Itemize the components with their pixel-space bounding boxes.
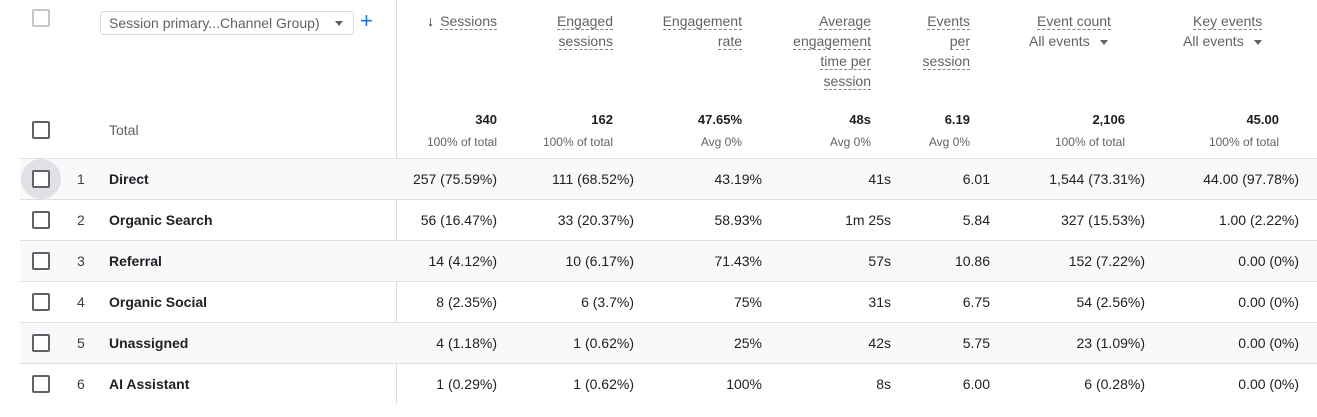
- cell-events-per-session: 6.75: [962, 294, 990, 310]
- row-index: 4: [77, 294, 85, 310]
- row-checkbox[interactable]: [32, 334, 50, 352]
- cell-key-events: 0.00 (0%): [1238, 294, 1299, 310]
- channel-name[interactable]: Organic Social: [109, 294, 208, 310]
- channel-name[interactable]: Direct: [109, 171, 149, 187]
- table-row[interactable]: 1 Direct 257 (75.59%) 111 (68.52%) 43.19…: [20, 158, 1317, 199]
- cell-key-events: 0.00 (0%): [1238, 376, 1299, 392]
- cell-event-count: 327 (15.53%): [1060, 212, 1145, 228]
- table-row[interactable]: 2 Organic Search 56 (16.47%) 33 (20.37%)…: [20, 199, 1317, 240]
- channel-name[interactable]: Organic Search: [109, 212, 213, 228]
- table-row[interactable]: 5 Unassigned 4 (1.18%) 1 (0.62%) 25% 42s…: [20, 322, 1317, 363]
- cell-avg-engagement-time: 8s: [876, 376, 891, 392]
- header-sessions[interactable]: ↓ Sessions: [427, 13, 497, 30]
- header-events-per-session[interactable]: Events per session: [922, 13, 970, 70]
- header-event-count[interactable]: Event count All events: [1029, 13, 1111, 51]
- row-index: 2: [77, 212, 85, 228]
- sort-down-arrow-icon: ↓: [427, 13, 435, 29]
- table-row[interactable]: 4 Organic Social 8 (2.35%) 6 (3.7%) 75% …: [20, 281, 1317, 322]
- row-index: 1: [77, 171, 85, 187]
- cell-sessions: 14 (4.12%): [428, 253, 497, 269]
- row-checkbox[interactable]: [32, 375, 50, 393]
- cell-event-count: 23 (1.09%): [1076, 335, 1145, 351]
- table-row[interactable]: 3 Referral 14 (4.12%) 10 (6.17%) 71.43% …: [20, 240, 1317, 281]
- cell-key-events: 0.00 (0%): [1238, 253, 1299, 269]
- row-index: 3: [77, 253, 85, 269]
- cell-avg-engagement-time: 31s: [868, 294, 891, 310]
- dropdown-caret-icon: [1099, 39, 1108, 45]
- table-row[interactable]: 6 AI Assistant 1 (0.29%) 1 (0.62%) 100% …: [20, 363, 1317, 404]
- total-label: Total: [109, 122, 139, 138]
- cell-event-count: 152 (7.22%): [1068, 253, 1145, 269]
- cell-engaged-sessions: 10 (6.17%): [565, 253, 634, 269]
- cell-event-count: 1,544 (73.31%): [1049, 171, 1145, 187]
- cell-events-per-session: 6.01: [962, 171, 990, 187]
- cell-events-per-session: 5.75: [962, 335, 990, 351]
- cell-event-count: 54 (2.56%): [1076, 294, 1145, 310]
- cell-engagement-rate: 100%: [726, 376, 762, 392]
- cell-engaged-sessions: 6 (3.7%): [581, 294, 634, 310]
- cell-avg-engagement-time: 41s: [868, 171, 891, 187]
- cell-events-per-session: 10.86: [954, 253, 990, 269]
- cell-sessions: 257 (75.59%): [412, 171, 497, 187]
- row-checkbox[interactable]: [32, 252, 50, 270]
- cell-key-events: 44.00 (97.78%): [1203, 171, 1299, 187]
- cell-sessions: 1 (0.29%): [436, 376, 497, 392]
- cell-events-per-session: 5.84: [962, 212, 990, 228]
- cell-avg-engagement-time: 57s: [868, 253, 891, 269]
- cell-sessions: 56 (16.47%): [420, 212, 497, 228]
- cell-engaged-sessions: 1 (0.62%): [573, 376, 634, 392]
- cell-event-count: 6 (0.28%): [1084, 376, 1145, 392]
- column-divider: [396, 0, 397, 404]
- row-index: 6: [77, 376, 85, 392]
- cell-key-events: 1.00 (2.22%): [1218, 212, 1299, 228]
- cell-avg-engagement-time: 1m 25s: [845, 212, 891, 228]
- total-checkbox[interactable]: [32, 121, 50, 139]
- cell-avg-engagement-time: 42s: [868, 335, 891, 351]
- cell-engaged-sessions: 1 (0.62%): [573, 335, 634, 351]
- header-engaged-sessions[interactable]: Engaged sessions: [556, 13, 613, 50]
- row-checkbox[interactable]: [32, 170, 50, 188]
- key-events-filter[interactable]: All events: [1183, 31, 1262, 51]
- channel-name[interactable]: Unassigned: [109, 335, 189, 351]
- cell-engaged-sessions: 33 (20.37%): [557, 212, 634, 228]
- header-avg-engagement-time[interactable]: Average engagement time per session: [793, 13, 871, 90]
- cell-sessions: 4 (1.18%): [436, 335, 497, 351]
- channel-name[interactable]: AI Assistant: [109, 376, 190, 392]
- header-key-events[interactable]: Key events All events: [1183, 13, 1263, 51]
- header-checkbox[interactable]: [32, 9, 50, 27]
- dropdown-caret-icon: [1253, 39, 1262, 45]
- cell-events-per-session: 6.00: [962, 376, 990, 392]
- row-checkbox[interactable]: [32, 293, 50, 311]
- row-index: 5: [77, 335, 85, 351]
- cell-sessions: 8 (2.35%): [436, 294, 497, 310]
- event-count-filter[interactable]: All events: [1029, 31, 1111, 51]
- add-dimension-plus-icon[interactable]: +: [360, 8, 373, 33]
- header-engagement-rate[interactable]: Engagement rate: [662, 13, 742, 50]
- dropdown-caret-icon: [335, 21, 343, 26]
- cell-engagement-rate: 58.93%: [714, 212, 762, 228]
- dimension-selector[interactable]: Session primary...Channel Group): [100, 11, 354, 35]
- cell-engagement-rate: 71.43%: [714, 253, 762, 269]
- cell-engagement-rate: 43.19%: [714, 171, 762, 187]
- cell-engaged-sessions: 111 (68.52%): [552, 171, 634, 187]
- dimension-label: Session primary...Channel Group): [109, 15, 320, 31]
- cell-key-events: 0.00 (0%): [1238, 335, 1299, 351]
- cell-engagement-rate: 75%: [733, 294, 762, 310]
- row-checkbox[interactable]: [32, 211, 50, 229]
- cell-engagement-rate: 25%: [733, 335, 762, 351]
- channel-name[interactable]: Referral: [109, 253, 162, 269]
